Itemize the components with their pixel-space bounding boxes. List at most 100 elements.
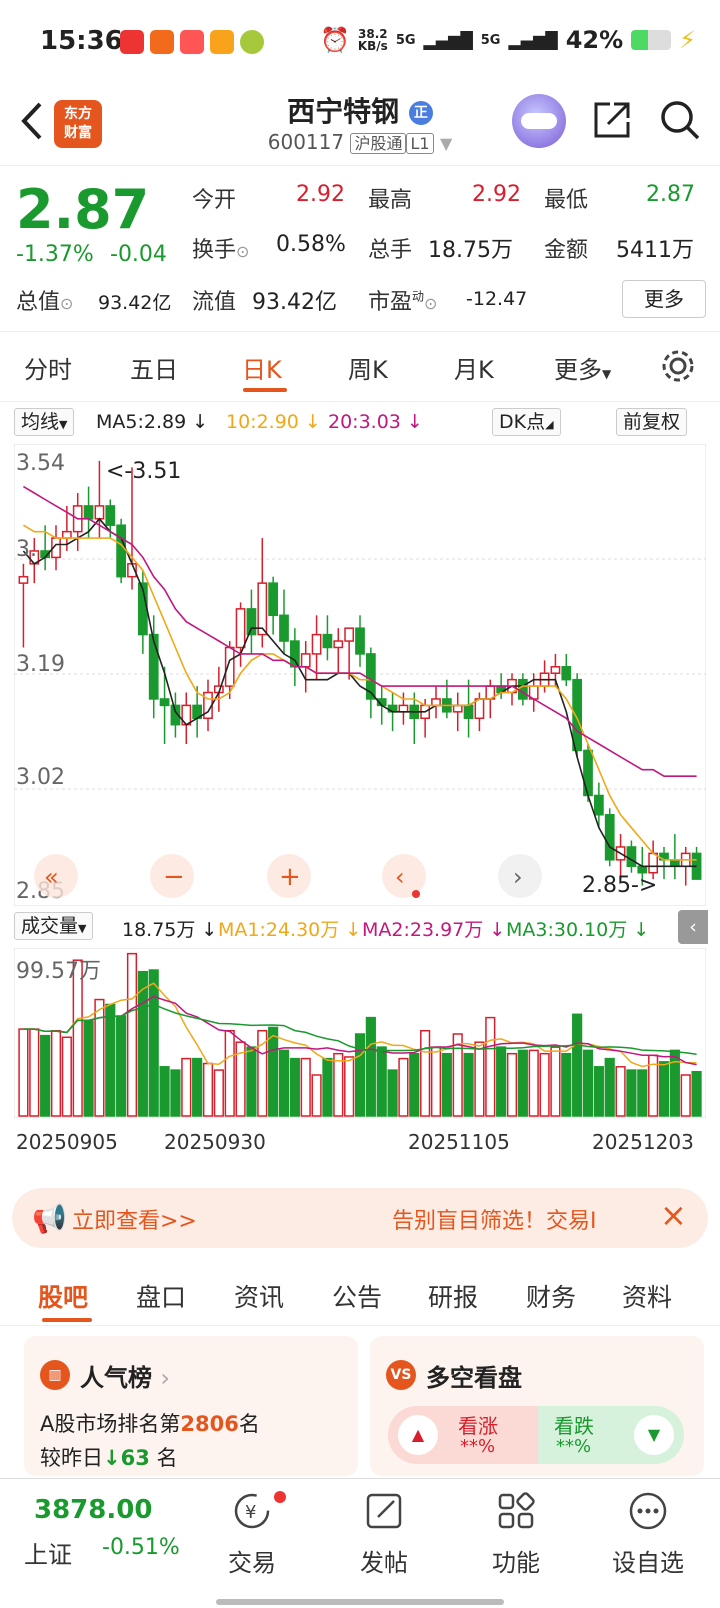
volume-bar <box>398 1057 409 1117</box>
battery-percent: 42% <box>565 26 624 54</box>
nav-watchlist[interactable]: 设自选 <box>588 1489 708 1578</box>
float-label: 流值 <box>192 290 237 315</box>
candle <box>583 749 593 797</box>
tab-profile[interactable]: 资料 <box>622 1283 673 1312</box>
share-icon[interactable] <box>590 98 634 142</box>
date-tick: 20251105 <box>408 1130 510 1154</box>
volume-bar <box>61 1036 72 1117</box>
stock-code-row: 600117 沪股通 L1 ▼ <box>0 130 720 154</box>
volume-bar <box>582 1049 594 1117</box>
pe-value: -12.47 <box>466 288 528 310</box>
volume-bar <box>224 1029 235 1117</box>
info-icon[interactable]: ⊙ <box>424 294 438 313</box>
info-icon[interactable]: ⊙ <box>236 242 250 261</box>
gear-icon[interactable] <box>660 348 696 384</box>
more-dots-icon <box>629 1492 667 1530</box>
net-unit: KB/s <box>357 39 388 53</box>
popularity-card[interactable]: ▥ 人气榜 › A股市场排名第2806名 较昨日↓63 名 <box>24 1336 358 1476</box>
back-icon[interactable] <box>14 98 50 144</box>
volume-indicator-select[interactable]: 成交量▼ <box>14 912 94 940</box>
signal-icon: ▂▄▆█ <box>423 30 473 50</box>
volume-bar <box>517 1049 528 1117</box>
volume-legend-row: 成交量▼ 18.75万 ↓ MA1:24.30万 ↓ MA2:23.97万 ↓ … <box>0 910 720 944</box>
quote-panel: 2.87 -1.37% -0.04 今开 2.92 最高 2.92 最低 2.8… <box>0 166 720 332</box>
adjust-button[interactable]: 前复权 <box>616 408 688 436</box>
tab-research[interactable]: 研报 <box>428 1283 479 1312</box>
ma-mode-select[interactable]: 均线▼ <box>14 408 75 436</box>
tab-monthly-k[interactable]: 月K <box>454 356 494 384</box>
popularity-title: 人气榜 › <box>80 1364 170 1392</box>
bear-button[interactable]: 看跌 **% ▼ <box>538 1406 684 1464</box>
candle <box>333 640 344 649</box>
triangle-down-icon: ▼ <box>634 1415 674 1455</box>
tab-finance[interactable]: 财务 <box>526 1283 577 1312</box>
tab-guba[interactable]: 股吧 <box>38 1283 89 1312</box>
nav-trade[interactable]: ¥ 交易 <box>192 1489 312 1578</box>
tab-more[interactable]: 更多▼ <box>554 356 612 384</box>
tab-intraday[interactable]: 分时 <box>24 356 72 384</box>
collapse-panel-button[interactable]: ‹ <box>678 910 708 944</box>
y-tick-top: 3.54 <box>16 451 65 476</box>
candle <box>116 524 127 578</box>
tab-weekly-k[interactable]: 周K <box>348 356 388 384</box>
open-label: 今开 <box>192 188 237 213</box>
nav-post[interactable]: 发帖 <box>324 1489 444 1578</box>
volume-chart[interactable]: 99.57万 <box>14 948 706 1118</box>
bull-label: 看涨 <box>458 1414 498 1438</box>
status-right: ⏰ 38.2 KB/s 5G ▂▄▆█ 5G ▂▄▆█ 42% ⚡ <box>320 26 696 54</box>
scroll-left-fast-button[interactable]: « <box>34 854 78 898</box>
zoom-in-button[interactable]: + <box>267 854 311 898</box>
high-label: 最高 <box>368 188 413 213</box>
max-price-note: <-3.51 <box>106 459 181 484</box>
ma5-line <box>22 517 697 868</box>
volume-bar <box>561 1052 572 1117</box>
tab-pankou[interactable]: 盘口 <box>136 1283 187 1312</box>
index-name[interactable]: 上证 <box>24 1541 72 1569</box>
tab-news[interactable]: 资讯 <box>234 1283 285 1312</box>
triangle-up-icon: ▲ <box>398 1415 438 1455</box>
index-value[interactable]: 3878.00 <box>34 1495 153 1525</box>
info-icon[interactable]: ⊙ <box>60 294 74 313</box>
tab-announcement[interactable]: 公告 <box>332 1283 383 1312</box>
bullbear-card[interactable]: VS 多空看盘 ▲ 看涨 **% 看跌 **% ▼ <box>370 1336 704 1476</box>
scroll-left-button[interactable]: ‹ <box>382 854 426 898</box>
dk-point-button[interactable]: DK点◢ <box>492 408 561 436</box>
double-chevron-left-icon: « <box>44 863 59 891</box>
bull-button[interactable]: ▲ 看涨 **% <box>388 1406 538 1464</box>
tab-underline <box>243 388 287 392</box>
banner-view-link[interactable]: 立即查看>> <box>72 1209 197 1234</box>
more-quote-button[interactable]: 更多 <box>622 280 706 318</box>
scroll-right-button[interactable]: › <box>498 854 542 898</box>
rank-line: A股市场排名第2806名 <box>40 1412 260 1436</box>
candle <box>268 582 279 617</box>
pct-change: -1.37% <box>16 242 94 267</box>
nav-functions[interactable]: 功能 <box>456 1489 576 1578</box>
dropdown-icon[interactable]: ▼ <box>439 134 453 153</box>
candle <box>355 627 365 655</box>
tag-hgt: 沪股通 <box>350 133 407 154</box>
volume-bar <box>268 1026 279 1117</box>
volume-bar <box>572 1013 583 1117</box>
promo-banner[interactable]: 📢 立即查看>> 告别盲目筛选！交易Ⅰ × <box>12 1188 708 1248</box>
turnover-value: 0.58% <box>276 232 346 257</box>
mktcap-label: 总值⊙ <box>16 290 74 315</box>
status-bar: 15:36 ⏰ 38.2 KB/s 5G ▂▄▆█ 5G ▂▄▆█ 42% ⚡ <box>0 0 720 84</box>
search-icon[interactable] <box>658 98 702 142</box>
tab-five-day[interactable]: 五日 <box>130 356 178 384</box>
index-change[interactable]: -0.51% <box>102 1535 180 1560</box>
volume-bar <box>105 1003 116 1117</box>
candle <box>246 608 257 636</box>
zoom-out-button[interactable]: − <box>150 854 194 898</box>
tab-daily-k[interactable]: 日K <box>242 356 282 384</box>
candle <box>604 814 615 861</box>
high-value: 2.92 <box>472 182 521 207</box>
close-icon[interactable]: × <box>660 1196 687 1234</box>
mktcap-value: 93.42亿 <box>98 292 172 314</box>
volume-bar <box>322 1057 333 1117</box>
kline-chart[interactable]: 3.54 3. 3.19 3.02 2.85 <-3.51 2.85-> « −… <box>14 444 706 906</box>
candle <box>593 794 604 816</box>
volume-bar <box>615 1066 626 1117</box>
volume-bars-group <box>18 952 702 1117</box>
ai-assistant-icon[interactable] <box>512 94 566 148</box>
candle <box>398 704 409 713</box>
